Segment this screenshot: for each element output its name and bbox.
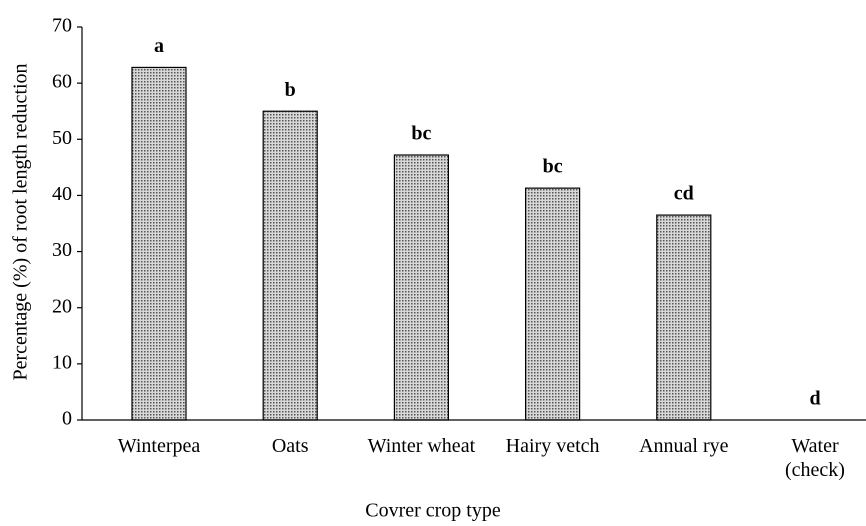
annotation: bc xyxy=(411,123,431,145)
y-tick-label: 60 xyxy=(52,71,72,93)
bar xyxy=(131,66,187,421)
bar xyxy=(393,154,449,421)
annotation: d xyxy=(809,388,820,410)
x-axis-label: Covrer crop type xyxy=(365,500,501,522)
y-tick-label: 70 xyxy=(52,15,72,37)
y-tick-label: 40 xyxy=(52,183,72,205)
x-tick-label: Winterpea xyxy=(117,435,201,457)
y-tick-label: 0 xyxy=(62,408,72,430)
annotation: b xyxy=(285,79,296,101)
x-tick-label: Oats xyxy=(271,435,309,457)
bar xyxy=(524,187,581,421)
y-tick-label: 20 xyxy=(52,295,72,317)
annotation: cd xyxy=(674,183,694,205)
y-tick-label: 50 xyxy=(52,127,72,149)
x-tick-label: Water (check) xyxy=(785,435,845,481)
x-tick-label: Winter wheat xyxy=(367,435,476,457)
annotation: a xyxy=(154,35,164,57)
y-axis-label: Percentage (%) of root length reduction xyxy=(10,63,32,380)
x-tick-label: Hairy vetch xyxy=(505,435,600,457)
x-tick-label: Annual rye xyxy=(639,435,729,457)
y-tick-label: 30 xyxy=(52,239,72,261)
annotation: bc xyxy=(543,156,563,178)
y-tick-label: 10 xyxy=(52,351,72,373)
bar xyxy=(262,110,318,421)
bar xyxy=(656,214,712,421)
